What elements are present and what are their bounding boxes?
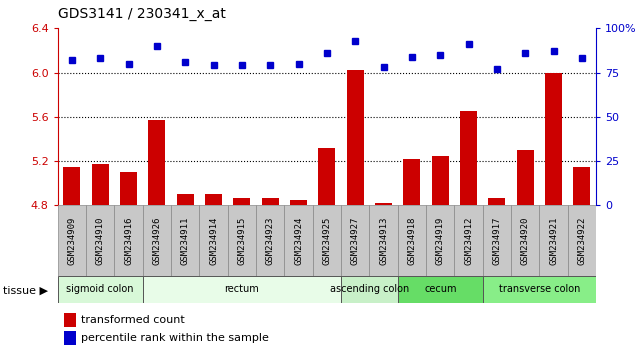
Text: GSM234910: GSM234910 <box>96 217 104 265</box>
Bar <box>398 205 426 276</box>
Bar <box>511 205 540 276</box>
Text: GSM234912: GSM234912 <box>464 217 473 265</box>
Text: sigmoid colon: sigmoid colon <box>67 284 134 295</box>
Text: GDS3141 / 230341_x_at: GDS3141 / 230341_x_at <box>58 7 226 21</box>
Bar <box>432 155 449 205</box>
Text: tissue ▶: tissue ▶ <box>3 285 48 295</box>
Bar <box>398 276 483 303</box>
Text: GSM234920: GSM234920 <box>520 217 529 265</box>
Bar <box>199 205 228 276</box>
Text: GSM234911: GSM234911 <box>181 217 190 265</box>
Bar <box>58 205 86 276</box>
Bar <box>517 150 534 205</box>
Text: GSM234924: GSM234924 <box>294 217 303 265</box>
Text: transverse colon: transverse colon <box>499 284 580 295</box>
Bar <box>205 194 222 205</box>
Bar <box>375 203 392 205</box>
Text: rectum: rectum <box>224 284 259 295</box>
Bar <box>285 205 313 276</box>
Bar <box>92 164 109 205</box>
Bar <box>313 205 341 276</box>
Bar <box>540 205 568 276</box>
Bar <box>426 205 454 276</box>
Bar <box>177 194 194 205</box>
Bar <box>233 198 251 205</box>
Text: percentile rank within the sample: percentile rank within the sample <box>81 333 269 343</box>
Bar <box>171 205 199 276</box>
Text: GSM234918: GSM234918 <box>408 217 417 265</box>
Bar <box>63 167 80 205</box>
Text: GSM234916: GSM234916 <box>124 217 133 265</box>
Text: cecum: cecum <box>424 284 456 295</box>
Bar <box>86 205 114 276</box>
Text: GSM234926: GSM234926 <box>153 217 162 265</box>
Text: GSM234925: GSM234925 <box>322 217 331 265</box>
Bar <box>483 205 511 276</box>
Text: GSM234923: GSM234923 <box>266 217 275 265</box>
Text: transformed count: transformed count <box>81 315 185 325</box>
Bar <box>256 205 285 276</box>
Text: GSM234922: GSM234922 <box>578 217 587 265</box>
Bar <box>114 205 143 276</box>
Bar <box>341 205 369 276</box>
Bar <box>319 148 335 205</box>
Bar <box>568 205 596 276</box>
Bar <box>120 172 137 205</box>
Text: GSM234919: GSM234919 <box>436 217 445 265</box>
Text: GSM234914: GSM234914 <box>209 217 218 265</box>
Text: GSM234927: GSM234927 <box>351 217 360 265</box>
Bar <box>228 205 256 276</box>
Bar <box>483 276 596 303</box>
Bar <box>454 205 483 276</box>
Text: GSM234921: GSM234921 <box>549 217 558 265</box>
Bar <box>262 198 279 205</box>
Text: ascending colon: ascending colon <box>329 284 409 295</box>
Text: GSM234915: GSM234915 <box>237 217 246 265</box>
Bar <box>460 111 477 205</box>
Bar <box>58 276 143 303</box>
Bar <box>290 200 307 205</box>
Bar <box>143 276 341 303</box>
Bar <box>148 120 165 205</box>
Bar <box>545 73 562 205</box>
Bar <box>488 198 506 205</box>
Bar <box>369 205 398 276</box>
Text: GSM234909: GSM234909 <box>67 217 76 265</box>
Bar <box>143 205 171 276</box>
Bar <box>341 276 398 303</box>
Bar <box>403 159 420 205</box>
Bar <box>347 70 363 205</box>
Text: GSM234913: GSM234913 <box>379 217 388 265</box>
Bar <box>574 167 590 205</box>
Text: GSM234917: GSM234917 <box>492 217 501 265</box>
